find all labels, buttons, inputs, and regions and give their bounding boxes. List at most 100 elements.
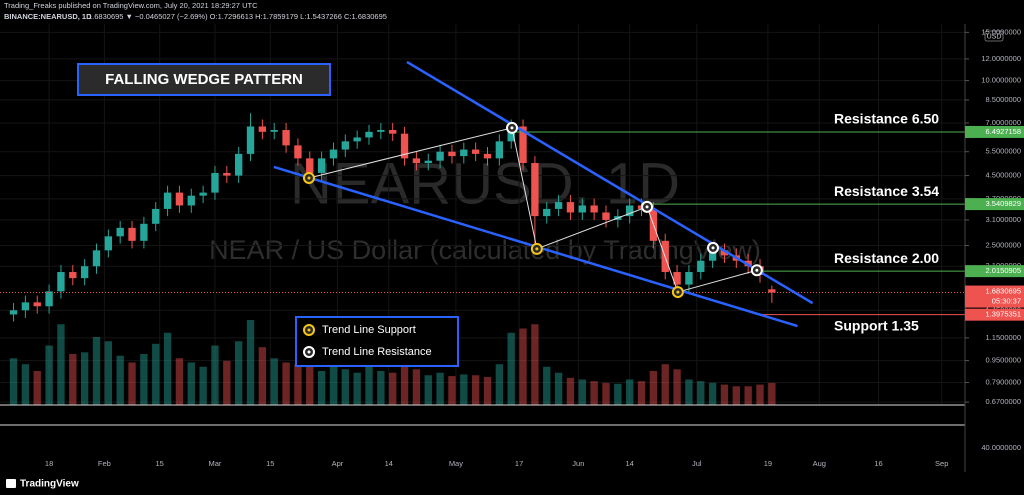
candle-body <box>495 141 504 159</box>
x-tick-label: Mar <box>209 459 222 468</box>
volume-bar <box>234 341 243 405</box>
x-tick-label: 17 <box>515 459 523 468</box>
candle-body <box>175 192 184 206</box>
y-tick-label: 5.5000000 <box>986 147 1021 156</box>
candle-body <box>57 272 65 292</box>
candle-body <box>566 202 575 213</box>
candle-body <box>246 126 255 154</box>
level-annotation: Resistance 6.50 <box>834 111 939 127</box>
volume-pane-tick: 40.0000000 <box>981 443 1021 452</box>
pivot-dot <box>535 247 539 251</box>
volume-bar <box>673 369 681 405</box>
volume-bar <box>543 366 551 405</box>
legend-box <box>295 316 459 367</box>
volume-bar <box>80 352 89 405</box>
volume-bar <box>507 332 515 405</box>
volume-bar <box>377 371 385 405</box>
level-label-box <box>965 198 1024 211</box>
publisher: Trading_Freaks published on TradingView.… <box>4 1 258 10</box>
title-box <box>77 63 331 96</box>
x-tick-label: 19 <box>764 459 772 468</box>
volume-bar <box>756 384 764 405</box>
volume-bar <box>661 364 669 405</box>
volume-bar <box>590 381 598 405</box>
x-tick-label: 16 <box>874 459 882 468</box>
candle-body <box>128 227 136 241</box>
x-tick-label: Jun <box>572 459 584 468</box>
candle-body <box>140 223 148 241</box>
candle-body <box>602 212 610 220</box>
volume-bar <box>400 358 409 405</box>
pivot-dot <box>510 126 514 130</box>
y-tick-label: 12.0000000 <box>981 54 1021 63</box>
legend-label: Trend Line Resistance <box>322 346 432 358</box>
volume-bar <box>211 345 219 405</box>
candle-body <box>282 130 290 146</box>
candle-body <box>45 291 53 307</box>
volume-bar <box>92 337 101 405</box>
volume-bar <box>9 358 18 405</box>
candle-body <box>448 151 456 157</box>
candle-body <box>436 151 444 161</box>
candle-body <box>590 205 598 213</box>
volume-bar <box>294 364 302 405</box>
candle-body <box>531 163 539 217</box>
quote: 1.6830695 ▼ −0.0465027 (−2.69%) O:1.7296… <box>88 12 387 21</box>
volume-bar <box>341 369 349 405</box>
level-label: 1.3975351 <box>986 310 1021 319</box>
footer-brand: TradingView <box>20 479 79 490</box>
x-tick-label: 15 <box>266 459 274 468</box>
volume-bar <box>223 360 231 405</box>
y-tick-label: 0.7900000 <box>986 378 1021 387</box>
watermark: NEARUSD, 1D NEAR / US Dollar (calculated… <box>209 151 761 265</box>
y-tick-label: 8.5000000 <box>986 95 1021 104</box>
candle-body <box>578 205 586 213</box>
volume-bar <box>436 372 444 405</box>
watermark-symbol: NEARUSD, 1D <box>290 151 680 216</box>
candle-body <box>152 208 160 224</box>
candle-body <box>424 160 432 164</box>
y-tick-label: 3.1000000 <box>986 215 1021 224</box>
level-label-box <box>965 125 1024 138</box>
pivot-dot <box>307 176 311 180</box>
candle-body <box>21 302 30 311</box>
candle-body <box>306 158 314 173</box>
candle-body <box>507 126 515 142</box>
volume-bar <box>306 360 314 405</box>
candle-body <box>223 172 231 176</box>
currency-box <box>984 30 1004 42</box>
candle-body <box>353 137 361 142</box>
candle-body <box>80 266 89 279</box>
candle-body <box>116 227 124 237</box>
candle-body <box>543 208 551 217</box>
x-tick-label: Sep <box>935 459 948 468</box>
candle-body <box>33 302 41 307</box>
volume-bar <box>104 341 113 405</box>
volume-bar <box>140 354 148 405</box>
volume-bar <box>270 358 278 405</box>
plot: Resistance 6.50 Resistance 3.54 Resistance… <box>0 24 965 405</box>
candle-body <box>294 145 302 159</box>
level-annotation: Support 1.35 <box>834 317 919 333</box>
candle-body <box>697 260 705 273</box>
last-price-box <box>965 285 1024 308</box>
volume-bar <box>282 362 290 405</box>
volume-bar <box>566 377 575 405</box>
candle-body <box>92 250 101 267</box>
x-tick-label: Aug <box>813 459 826 468</box>
volume-bar <box>685 379 693 405</box>
volume-bar <box>483 376 492 405</box>
x-tick-label: 15 <box>156 459 164 468</box>
volume-bar <box>649 371 658 405</box>
x-tick-label: 18 <box>45 459 53 468</box>
volume-bar <box>697 381 705 405</box>
last-price-label: 1.6830695 <box>986 287 1021 296</box>
volume-bar <box>768 382 776 405</box>
volume-bar <box>246 320 255 405</box>
volume-bar <box>744 386 752 405</box>
footer <box>0 473 1024 495</box>
volume-bar <box>471 375 480 405</box>
level-label: 3.5409829 <box>986 199 1021 208</box>
candle-body <box>258 126 267 132</box>
